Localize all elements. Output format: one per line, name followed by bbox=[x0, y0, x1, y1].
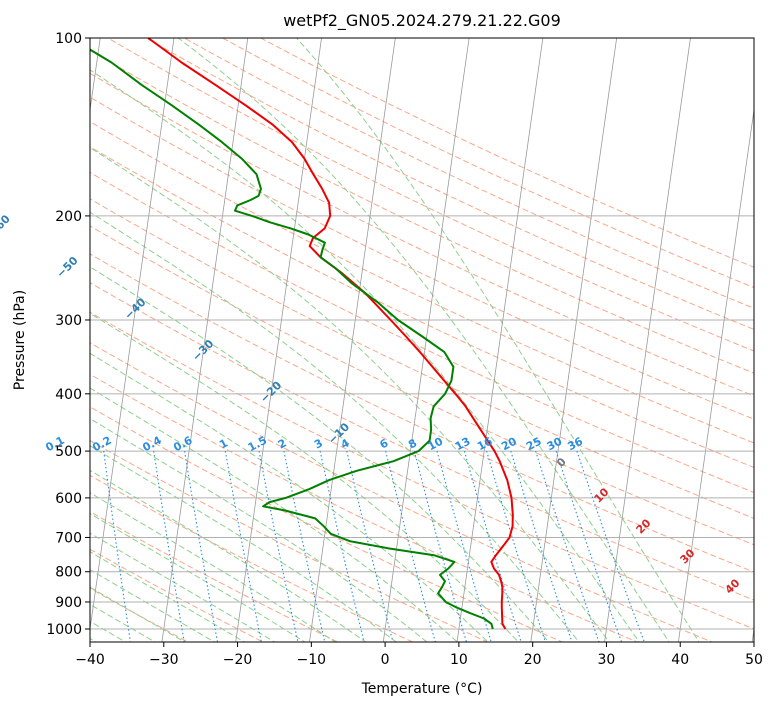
moist-adiabat bbox=[90, 603, 157, 642]
background-lines bbox=[90, 38, 754, 642]
x-tick-label: −20 bbox=[223, 652, 253, 668]
moist-adiabat bbox=[90, 551, 246, 642]
x-tick-label: −10 bbox=[297, 652, 327, 668]
y-tick-label: 500 bbox=[55, 444, 82, 460]
dry-adiabat bbox=[90, 198, 754, 519]
moist-adiabat bbox=[90, 146, 610, 642]
mixing-ratio-line bbox=[463, 450, 522, 642]
mixing-ratio-line bbox=[576, 450, 645, 642]
dry-adiabat bbox=[90, 342, 714, 642]
y-tick-label: 800 bbox=[55, 565, 82, 581]
isotherm-line bbox=[309, 38, 396, 642]
moist-adiabat bbox=[90, 586, 186, 642]
y-tick-label: 200 bbox=[55, 209, 82, 225]
moist-adiabat bbox=[90, 569, 216, 642]
moist-adiabat bbox=[90, 69, 640, 642]
temperature-profile-line bbox=[147, 38, 514, 630]
mixing-ratio-line bbox=[555, 450, 623, 642]
mixing-ratio-label: 36 bbox=[565, 435, 585, 454]
mixing-ratio-line bbox=[436, 450, 492, 642]
isotherm-line bbox=[161, 38, 249, 642]
mixing-ratio-line bbox=[413, 450, 468, 642]
moist-adiabat bbox=[295, 38, 700, 642]
moist-adiabat bbox=[90, 532, 276, 642]
x-tick-label: 30 bbox=[598, 652, 616, 668]
isotherm-line bbox=[456, 38, 544, 642]
dewpoint-profile-line bbox=[90, 48, 494, 630]
moist-adiabat bbox=[90, 266, 550, 642]
profiles bbox=[90, 38, 514, 630]
moist-adiabat bbox=[90, 469, 367, 642]
x-axis-label: Temperature (°C) bbox=[361, 681, 483, 697]
x-tick-label: 10 bbox=[450, 652, 468, 668]
y-tick-label: 700 bbox=[55, 530, 82, 546]
mixing-ratio-line bbox=[346, 450, 394, 642]
y-tick-label: 900 bbox=[55, 595, 82, 611]
dry-adiabat bbox=[145, 38, 754, 330]
isotherm-line bbox=[677, 107, 754, 642]
moist-adiabat bbox=[177, 38, 670, 642]
y-tick-label: 300 bbox=[55, 313, 82, 329]
y-tick-label: 100 bbox=[55, 31, 82, 47]
isotherm-line bbox=[90, 38, 175, 632]
mixing-ratio-line bbox=[385, 450, 436, 642]
mixing-ratio-line bbox=[510, 450, 573, 642]
mixing-ratio-line bbox=[535, 450, 600, 642]
mixing-ratio-label: 25 bbox=[524, 435, 544, 454]
y-tick-label: 400 bbox=[55, 387, 82, 403]
x-tick-label: −40 bbox=[75, 652, 105, 668]
mixing-ratio-line bbox=[224, 451, 262, 642]
isotherm-line bbox=[382, 38, 470, 642]
dry-adiabat bbox=[90, 253, 754, 573]
moist-adiabat bbox=[90, 312, 520, 642]
x-tick-label: −30 bbox=[149, 652, 179, 668]
moist-adiabat bbox=[90, 352, 489, 642]
dry-adiabat bbox=[90, 49, 754, 374]
isotherm-line bbox=[604, 38, 691, 642]
x-tick-label: 50 bbox=[745, 652, 763, 668]
x-tick-label: 40 bbox=[671, 652, 689, 668]
y-tick-label: 1000 bbox=[46, 622, 82, 638]
isotherm-line bbox=[235, 38, 322, 642]
y-tick-label: 600 bbox=[55, 491, 82, 507]
dry-adiabat bbox=[90, 96, 754, 420]
dry-adiabat bbox=[90, 511, 339, 642]
axis-ticks: −40 −30 −20 −10 0 10 20 30 40 50 100 200 300 400 500 60… bbox=[46, 31, 763, 668]
mixing-ratio-line bbox=[153, 451, 185, 642]
moist-adiabat bbox=[90, 492, 337, 642]
plot-frame bbox=[89, 37, 755, 643]
dry-adiabat bbox=[90, 373, 639, 642]
dry-adiabat bbox=[90, 311, 754, 630]
x-tick-label: 0 bbox=[381, 652, 390, 668]
dry-adiabat bbox=[90, 282, 754, 601]
moist-adiabat bbox=[90, 211, 580, 642]
mixing-ratio-line bbox=[486, 450, 546, 642]
x-tick-label: 20 bbox=[524, 652, 542, 668]
isotherm-line bbox=[530, 38, 618, 642]
mixing-ratio-label: 13 bbox=[453, 435, 473, 454]
mixing-ratio-label: 10 bbox=[426, 435, 446, 454]
mixing-ratio-label: 16 bbox=[475, 435, 495, 454]
mixing-ratio-label: 20 bbox=[499, 435, 519, 454]
moist-adiabat bbox=[90, 387, 459, 642]
chart-title: wetPf2_GN05.2024.279.21.22.G09 bbox=[283, 11, 561, 31]
dry-adiabat bbox=[259, 38, 754, 268]
dry-adiabat bbox=[90, 171, 754, 494]
mixing-ratio-label: 30 bbox=[545, 435, 565, 454]
dry-adiabat bbox=[221, 38, 754, 289]
dry-adiabat bbox=[90, 121, 754, 444]
mixing-ratio-line bbox=[184, 451, 219, 642]
y-axis-label: Pressure (hPa) bbox=[12, 290, 28, 390]
